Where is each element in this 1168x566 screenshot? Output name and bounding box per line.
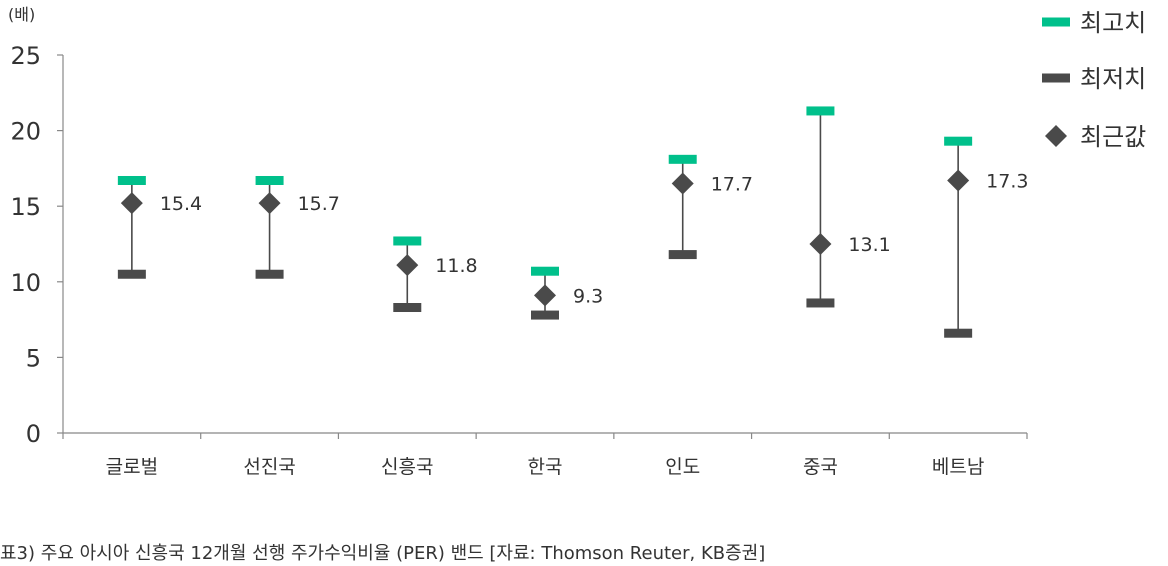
high-marker [531,266,559,276]
y-ticks: 0 5 10 15 20 25 [10,42,63,448]
recent-marker [258,192,281,215]
category-labels: 글로벌 선진국 신흥국 한국 인도 중국 베트남 [106,456,985,478]
category-label: 베트남 [932,456,984,478]
y-tick-label: 5 [26,344,41,372]
data-label: 15.7 [298,193,340,215]
chart-caption: 표3) 주요 아시아 신흥국 12개월 선행 주가수익비율 (PER) 밴드 [… [0,543,766,564]
y-tick-label: 25 [10,42,41,70]
axes [62,55,1028,439]
legend-label: 최저치 [1080,65,1146,93]
data-label: 9.3 [573,285,603,307]
category-label: 신흥국 [381,456,433,478]
low-marker [944,328,973,338]
low-marker [117,269,146,279]
data-label: 11.8 [435,255,477,277]
low-marker [806,298,835,308]
recent-marker [809,233,832,255]
category-label: 인도 [665,456,700,478]
data-label: 13.1 [848,234,890,256]
y-tick-label: 15 [10,193,41,221]
category-label: 한국 [528,456,563,478]
range-marks: 15.4 15.7 11.8 9.3 17.7 13.1 17.3 [117,106,1028,338]
legend-low-swatch [1042,73,1070,83]
legend-label: 최고치 [1080,9,1146,37]
low-marker [255,269,284,279]
per-band-chart: (배) 0 5 10 15 20 25 15.4 15.7 11.8 9.3 17.7 13.1 17… [8,5,1146,478]
y-tick-label: 20 [10,118,41,146]
low-marker [668,250,697,260]
high-marker [944,136,973,146]
low-marker [393,303,422,313]
recent-marker [396,254,419,277]
legend-recent-swatch [1045,125,1067,147]
category-label: 선진국 [243,456,295,478]
category-label: 글로벌 [106,456,158,478]
low-marker [531,310,559,320]
recent-marker [120,192,143,215]
unit-label: (배) [8,5,35,24]
y-tick-label: 0 [26,420,41,448]
recent-marker [534,284,556,307]
recent-marker [947,169,970,192]
high-marker [806,106,835,116]
high-marker [117,175,146,185]
category-label: 중국 [803,456,838,478]
high-marker [393,236,422,246]
high-marker [668,154,697,164]
data-label: 15.4 [160,193,202,215]
high-marker [255,175,284,185]
y-tick-label: 10 [10,269,41,297]
recent-marker [671,172,694,195]
legend-label: 최근값 [1080,123,1146,151]
legend-high-swatch [1042,17,1070,27]
data-label: 17.7 [711,174,753,196]
data-label: 17.3 [986,170,1028,192]
